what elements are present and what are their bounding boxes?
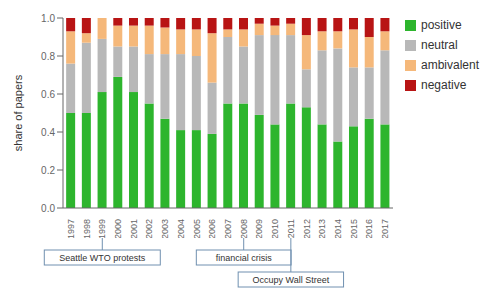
svg-text:2015: 2015 <box>349 219 359 238</box>
svg-text:2003: 2003 <box>160 219 170 238</box>
svg-text:Occupy Wall Street: Occupy Wall Street <box>253 275 330 285</box>
svg-text:2000: 2000 <box>113 219 123 238</box>
svg-text:2006: 2006 <box>207 219 217 238</box>
svg-text:0.6: 0.6 <box>41 89 55 100</box>
svg-text:2017: 2017 <box>380 219 390 238</box>
svg-text:2005: 2005 <box>192 219 202 238</box>
svg-text:0.2: 0.2 <box>41 165 55 176</box>
svg-text:2008: 2008 <box>239 219 249 238</box>
svg-text:1998: 1998 <box>82 219 92 238</box>
svg-text:2016: 2016 <box>364 219 374 238</box>
html-text:negative: negative <box>421 78 467 92</box>
svg-text:0.4: 0.4 <box>41 127 55 138</box>
svg-text:2014: 2014 <box>333 219 343 238</box>
svg-text:2009: 2009 <box>254 219 264 238</box>
svg-text:2012: 2012 <box>302 219 312 238</box>
svg-text:2004: 2004 <box>176 219 186 238</box>
svg-text:1997: 1997 <box>66 219 76 238</box>
svg-text:Seattle WTO protests: Seattle WTO protests <box>59 253 145 263</box>
svg-text:0.8: 0.8 <box>41 51 55 62</box>
svg-text:share of papers: share of papers <box>12 74 24 151</box>
svg-text:0.0: 0.0 <box>41 203 55 214</box>
svg-text:1.0: 1.0 <box>41 13 55 24</box>
svg-text:2013: 2013 <box>317 219 327 238</box>
svg-text:2001: 2001 <box>129 219 139 238</box>
html-text:neutral: neutral <box>421 38 458 52</box>
html-text:positive: positive <box>421 18 462 32</box>
svg-text:2007: 2007 <box>223 219 233 238</box>
svg-text:2011: 2011 <box>286 219 296 238</box>
svg-text:2002: 2002 <box>144 219 154 238</box>
svg-text:financial crisis: financial crisis <box>216 253 273 263</box>
svg-text:2010: 2010 <box>270 219 280 238</box>
html-text:ambivalent: ambivalent <box>421 58 479 72</box>
svg-text:1999: 1999 <box>97 219 107 238</box>
